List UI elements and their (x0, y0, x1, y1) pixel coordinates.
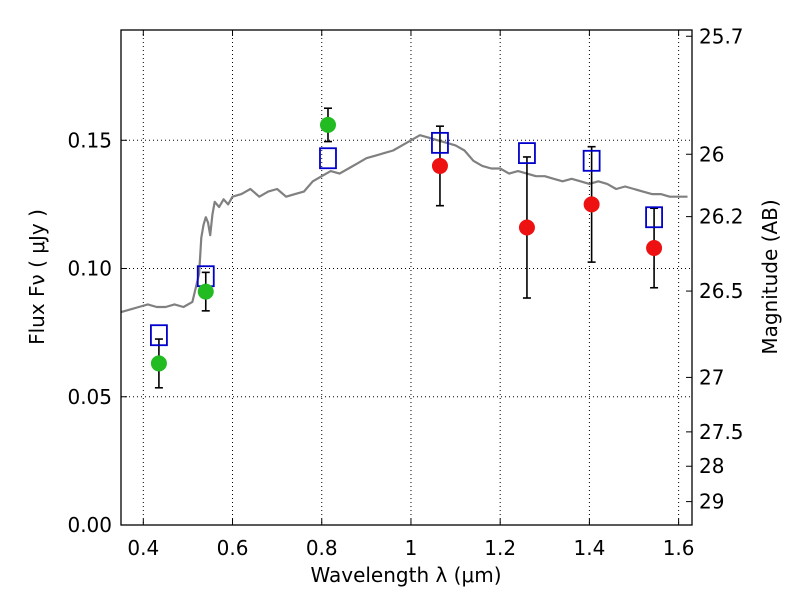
y-axis-ticks: 0.00 0.05 0.10 0.15 (67, 128, 127, 537)
x-tick-label: 0.6 (217, 536, 249, 560)
error-bars (154, 107, 659, 389)
x-tick-label: 1.2 (484, 536, 516, 560)
model-square-marker (431, 131, 449, 154)
right-tick-label: 27 (699, 365, 724, 389)
x-tick-label: 1.4 (573, 536, 605, 560)
observed-point-marker (646, 240, 663, 257)
right-tick-label: 26.2 (699, 205, 744, 229)
spectrum-series (120, 134, 688, 314)
x-axis-ticks: 0.4 0.6 0.8 1 1.2 1.4 1.6 (127, 30, 695, 560)
x-tick-label: 0.4 (127, 536, 159, 560)
model-square-marker (582, 149, 601, 172)
right-tick-label: 27.5 (699, 420, 744, 444)
plot-frame (120, 29, 693, 526)
model-square-marker (150, 324, 168, 347)
y-axis-label: Flux Fν ( μJy ) (25, 209, 49, 345)
y-tick-label: 0.10 (67, 257, 112, 281)
right-tick-label: 26.5 (699, 279, 744, 303)
model-square-marker (319, 147, 337, 170)
model-square-marker (645, 206, 663, 229)
observed-point-marker (150, 355, 167, 372)
x-tick-label: 1.6 (663, 536, 695, 560)
observed-point-marker (431, 157, 448, 174)
observed-point-marker (319, 116, 336, 133)
y-tick-label: 0.15 (67, 128, 112, 152)
observed-point-marker (197, 283, 214, 300)
x-axis-label: Wavelength λ (μm) (310, 563, 501, 587)
right-tick-label: 25.7 (699, 24, 744, 48)
grid (121, 30, 692, 525)
right-axis-label: Magnitude (AB) (758, 199, 782, 354)
x-tick-label: 0.8 (306, 536, 338, 560)
model-square-marker (518, 142, 536, 165)
observed-point-marker (583, 196, 600, 213)
x-tick-label: 1 (405, 536, 418, 560)
right-tick-label: 26 (699, 142, 724, 166)
y-tick-label: 0.00 (67, 513, 112, 537)
data-markers (150, 116, 663, 372)
y-tick-label: 0.05 (67, 385, 112, 409)
right-axis-ticks: 25.7 26 26.2 26.5 27 27.5 28 29 (686, 24, 744, 514)
right-tick-label: 29 (699, 490, 724, 514)
right-tick-label: 28 (699, 454, 724, 478)
observed-point-marker (518, 219, 535, 236)
spectrum-line (120, 134, 688, 314)
